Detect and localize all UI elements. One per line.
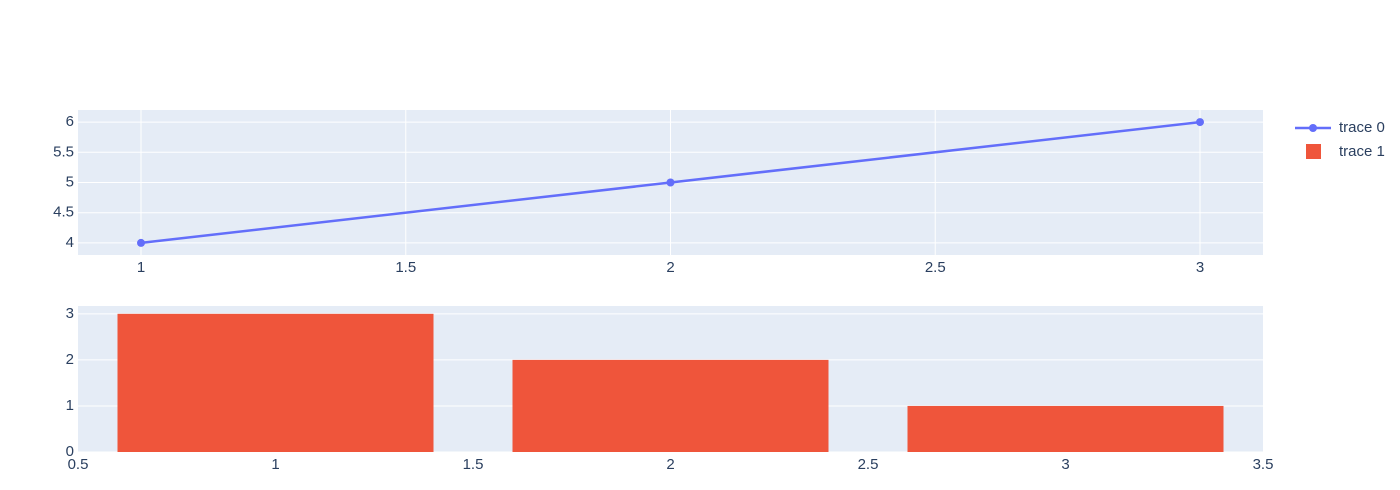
subplot: 4 4.5 5 5.5 6 1 1.5 2 2.5 3 — [53, 110, 1263, 276]
x-tick-label: 1.5 — [395, 259, 416, 276]
bar — [907, 405, 1224, 452]
subplot: 0 1 2 3 0.5 1 1.5 2 2.5 3 3.5 — [66, 305, 1274, 473]
legend: trace 0 trace 1 — [1295, 119, 1385, 160]
x-tick-label: 2 — [666, 456, 674, 473]
x-tick-label: 0.5 — [68, 456, 89, 473]
y-tick-label: 5 — [66, 173, 74, 190]
x-tick-label: 3.5 — [1253, 456, 1274, 473]
y-tick-label: 5.5 — [53, 143, 74, 160]
bar — [117, 313, 434, 452]
y-tick-label: 3 — [66, 305, 74, 322]
x-tick-label: 2.5 — [858, 456, 879, 473]
x-tick-label: 1 — [271, 456, 279, 473]
bar — [512, 359, 829, 452]
x-tick-label: 3 — [1061, 456, 1069, 473]
y-tick-label: 6 — [66, 113, 74, 130]
x-tick-label: 3 — [1196, 259, 1204, 276]
legend-label: trace 1 — [1339, 143, 1385, 160]
legend-swatch — [1306, 144, 1321, 159]
y-tick-label: 2 — [66, 351, 74, 368]
y-tick-label: 0 — [66, 443, 74, 460]
x-tick-label: 2.5 — [925, 259, 946, 276]
marker — [137, 238, 146, 247]
y-tick-label: 1 — [66, 397, 74, 414]
x-tick-label: 1 — [137, 259, 145, 276]
y-tick-label: 4.5 — [53, 204, 74, 221]
legend-marker — [1309, 124, 1317, 132]
marker — [666, 178, 675, 187]
y-tick-label: 4 — [66, 234, 74, 251]
x-tick-label: 2 — [666, 259, 674, 276]
marker — [1195, 118, 1204, 127]
legend-label: trace 0 — [1339, 119, 1385, 136]
x-tick-label: 1.5 — [463, 456, 484, 473]
